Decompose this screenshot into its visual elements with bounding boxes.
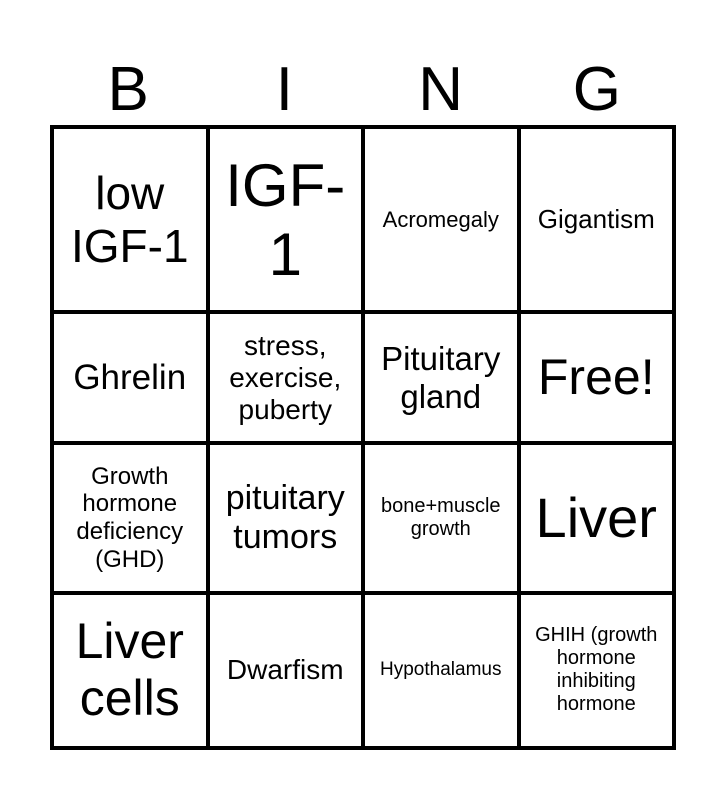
bingo-cell[interactable]: Dwarfism — [205, 590, 365, 751]
bingo-cell[interactable]: pituitary tumors — [205, 441, 365, 595]
bingo-grid: low IGF-1 IGF-1 Acromegaly Gigantism Ghr… — [50, 124, 676, 751]
bingo-cell[interactable]: Acromegaly — [361, 124, 521, 315]
bingo-cell[interactable]: IGF-1 — [205, 124, 365, 315]
bingo-cell[interactable]: Liver cells — [50, 590, 210, 751]
bingo-cell[interactable]: Gigantism — [516, 124, 676, 315]
header-letter-i: I — [275, 55, 293, 124]
bingo-cell[interactable]: Hypothalamus — [361, 590, 521, 751]
bingo-cell[interactable]: stress, exercise, puberty — [205, 310, 365, 446]
header-letter-b: B — [107, 55, 149, 124]
bingo-cell[interactable]: bone+muscle growth — [361, 441, 521, 595]
bingo-cell[interactable]: Growth hormone deficiency (GHD) — [50, 441, 210, 595]
header-letter-g: G — [572, 55, 621, 124]
bingo-cell[interactable]: Ghrelin — [50, 310, 210, 446]
free-cell[interactable]: Free! — [516, 310, 676, 446]
bingo-cell[interactable]: Pituitary gland — [361, 310, 521, 446]
bingo-cell[interactable]: GHIH (growth hormone inhibiting hormone — [516, 590, 676, 751]
bingo-header: B I N G — [50, 52, 675, 128]
bingo-cell[interactable]: Liver — [516, 441, 676, 595]
bingo-cell[interactable]: low IGF-1 — [50, 124, 210, 315]
header-letter-n: N — [418, 55, 464, 124]
